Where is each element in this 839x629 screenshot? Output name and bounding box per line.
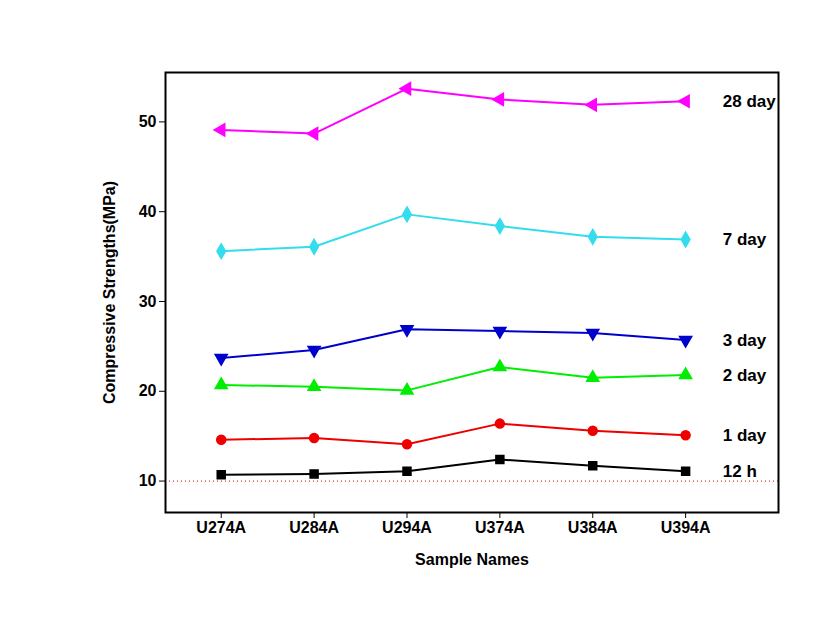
svg-text:3 day: 3 day xyxy=(723,331,767,350)
svg-text:U284A: U284A xyxy=(289,519,339,536)
svg-text:Sample Names: Sample Names xyxy=(415,551,529,568)
svg-text:U274A: U274A xyxy=(196,519,246,536)
svg-text:U294A: U294A xyxy=(382,519,432,536)
svg-text:U394A: U394A xyxy=(661,519,711,536)
svg-text:10: 10 xyxy=(139,472,157,489)
svg-text:30: 30 xyxy=(139,293,157,310)
svg-text:2 day: 2 day xyxy=(723,366,767,385)
svg-text:28 day: 28 day xyxy=(723,92,776,111)
svg-text:20: 20 xyxy=(139,382,157,399)
svg-text:50: 50 xyxy=(139,113,157,130)
svg-text:1 day: 1 day xyxy=(723,426,767,445)
svg-text:U374A: U374A xyxy=(475,519,525,536)
svg-text:U384A: U384A xyxy=(568,519,618,536)
svg-text:7 day: 7 day xyxy=(723,230,767,249)
svg-text:12 h: 12 h xyxy=(723,462,757,481)
svg-text:40: 40 xyxy=(139,203,157,220)
svg-text:Compressive Strengths(MPa): Compressive Strengths(MPa) xyxy=(101,181,118,404)
